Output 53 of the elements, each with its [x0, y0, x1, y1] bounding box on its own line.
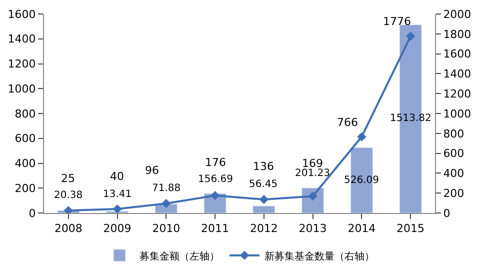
legend-label: 募集金额（左轴）	[140, 250, 220, 262]
x-tick-label: 2011	[201, 222, 230, 236]
data-label: 169	[302, 157, 323, 170]
y2-tick-label: 400	[443, 167, 464, 180]
point	[162, 198, 171, 208]
x-tick-label: 2013	[298, 222, 327, 236]
data-label: 40	[110, 170, 124, 183]
data-label: 20.38	[54, 190, 83, 201]
data-label: 201.23	[295, 168, 330, 179]
x-tick-label: 2015	[396, 222, 425, 236]
y2-tick-label: 200	[443, 186, 464, 200]
y2-tick-label: 1200	[443, 87, 472, 100]
data-label: 25	[61, 172, 75, 185]
point	[357, 132, 366, 142]
data-label: 766	[337, 116, 358, 129]
y2-tick-label: 600	[443, 147, 464, 160]
point	[406, 32, 416, 41]
y-tick-label: 800	[14, 107, 36, 120]
y-tick-label: 200	[14, 182, 36, 195]
y-tick-label: 600	[14, 132, 36, 146]
data-label: 13.41	[103, 189, 132, 200]
data-label: 71.88	[152, 183, 181, 194]
data-label: 156.69	[198, 174, 233, 185]
y-tick-label: 0	[28, 206, 36, 220]
y2-tick-label: 1800	[443, 28, 472, 41]
data-label: 56.45	[249, 179, 278, 190]
y2-tick-label: 2000	[443, 8, 472, 21]
legend-label: 新募集基金数量（右轴）	[264, 250, 374, 262]
y2-tick-label: 1600	[443, 48, 472, 61]
data-label: 1776	[383, 15, 411, 28]
point	[112, 204, 122, 213]
y-tick-label: 400	[14, 157, 36, 170]
y2-tick-label: 1400	[443, 68, 472, 81]
data-label: 1513.82	[390, 113, 432, 124]
x-tick-label: 2008	[54, 222, 82, 236]
y2-tick-label: 1000	[443, 107, 472, 120]
data-label: 526.09	[344, 175, 379, 186]
y-tick-label: 1200	[8, 58, 36, 71]
point	[259, 194, 268, 204]
x-tick-label: 2014	[348, 222, 376, 236]
y2-tick-label: 0	[443, 206, 450, 220]
x-tick-label: 2010	[152, 222, 180, 236]
x-tick-label: 2012	[250, 222, 278, 236]
y-tick-label: 1600	[8, 8, 36, 21]
y-tick-label: 1000	[8, 82, 36, 96]
point	[210, 190, 220, 200]
data-label: 176	[205, 156, 226, 169]
y2-tick-label: 800	[443, 127, 464, 140]
x-tick-label: 2009	[103, 222, 132, 236]
data-label: 96	[145, 164, 159, 177]
y-tick-label: 1400	[8, 32, 36, 46]
bar	[252, 206, 276, 213]
data-label: 136	[253, 160, 274, 173]
